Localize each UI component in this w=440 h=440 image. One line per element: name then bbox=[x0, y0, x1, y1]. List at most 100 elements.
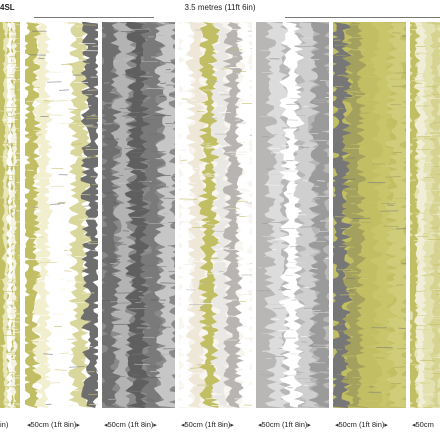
wallpaper-strip-1 bbox=[0, 22, 20, 408]
texture-streak bbox=[427, 323, 440, 325]
stripe-band bbox=[278, 22, 307, 408]
texture-streak bbox=[303, 105, 309, 108]
texture-streak bbox=[400, 357, 406, 359]
texture-streak bbox=[224, 390, 231, 392]
texture-streak bbox=[412, 138, 426, 140]
texture-streak bbox=[16, 384, 20, 385]
texture-streak bbox=[69, 366, 85, 368]
texture-streak bbox=[383, 225, 399, 227]
texture-streak bbox=[376, 247, 391, 249]
texture-streak bbox=[53, 313, 64, 315]
texture-streak bbox=[28, 350, 37, 353]
texture-streak bbox=[1, 257, 13, 259]
texture-streak bbox=[431, 372, 439, 375]
texture-streak bbox=[122, 22, 128, 24]
texture-streak bbox=[160, 82, 167, 84]
wallpaper-strip-7 bbox=[410, 22, 440, 408]
texture-streak bbox=[8, 304, 20, 306]
texture-streak bbox=[10, 321, 20, 323]
arrow-left-icon: ◂ bbox=[104, 422, 108, 429]
texture-streak bbox=[215, 357, 228, 360]
texture-streak bbox=[38, 57, 45, 60]
texture-streak bbox=[344, 96, 351, 99]
total-width-label: 3.5 metres (11ft 6in) bbox=[184, 3, 256, 12]
texture-streak bbox=[136, 30, 148, 32]
texture-streak bbox=[110, 263, 121, 265]
texture-streak bbox=[205, 117, 218, 119]
texture-streak bbox=[103, 82, 110, 84]
texture-streak bbox=[13, 38, 20, 40]
texture-streak bbox=[5, 33, 16, 35]
texture-streak bbox=[132, 28, 150, 30]
texture-streak bbox=[27, 169, 34, 171]
texture-streak bbox=[352, 376, 362, 379]
arrow-right-icon: ▸ bbox=[307, 422, 311, 429]
texture-streak bbox=[108, 234, 114, 237]
texture-streak bbox=[435, 309, 440, 311]
strip-width-label: ◂50cm bbox=[412, 420, 434, 429]
arrow-left-icon: ◂ bbox=[335, 422, 339, 429]
texture-streak bbox=[164, 23, 175, 25]
texture-streak bbox=[120, 115, 137, 117]
texture-streak bbox=[112, 201, 118, 203]
texture-streak bbox=[381, 203, 397, 205]
texture-streak bbox=[424, 349, 433, 352]
texture-streak bbox=[375, 357, 385, 359]
texture-streak bbox=[85, 105, 92, 107]
arrow-left-icon: ◂ bbox=[258, 422, 262, 429]
texture-streak bbox=[138, 224, 147, 227]
texture-streak bbox=[85, 146, 91, 148]
texture-streak bbox=[382, 391, 397, 394]
texture-streak bbox=[272, 307, 285, 309]
texture-streak bbox=[43, 353, 53, 355]
texture-streak bbox=[284, 295, 289, 298]
stripe-band bbox=[153, 22, 175, 408]
texture-streak bbox=[421, 274, 433, 276]
texture-streak bbox=[416, 350, 425, 353]
texture-streak bbox=[206, 145, 219, 147]
arrow-left-icon: ◂ bbox=[27, 422, 31, 429]
arrow-right-icon: ▸ bbox=[384, 422, 388, 429]
texture-streak bbox=[338, 246, 355, 248]
texture-streak bbox=[88, 403, 98, 405]
texture-streak bbox=[137, 181, 150, 183]
texture-streak bbox=[127, 52, 141, 54]
strip-width-label: in) bbox=[0, 420, 9, 429]
texture-streak bbox=[149, 365, 161, 367]
texture-streak bbox=[43, 100, 55, 102]
texture-streak bbox=[9, 232, 16, 234]
texture-streak bbox=[205, 398, 217, 400]
texture-streak bbox=[429, 268, 440, 270]
texture-streak bbox=[386, 242, 397, 244]
texture-streak bbox=[325, 97, 329, 98]
texture-streak bbox=[81, 292, 95, 294]
strip-width-label: ◂50cm (1ft 8in)▸ bbox=[181, 420, 234, 429]
texture-streak bbox=[399, 145, 404, 147]
texture-streak bbox=[226, 315, 236, 317]
texture-streak bbox=[285, 374, 304, 376]
strip-width-label: ◂50cm (1ft 8in)▸ bbox=[258, 420, 311, 429]
texture-streak bbox=[237, 325, 247, 328]
texture-streak bbox=[318, 230, 329, 232]
strip-pattern-4 bbox=[179, 22, 252, 408]
texture-streak bbox=[156, 186, 169, 188]
texture-streak bbox=[361, 221, 372, 224]
texture-streak bbox=[394, 366, 406, 368]
texture-streak bbox=[57, 90, 75, 92]
arrow-right-icon: ▸ bbox=[76, 422, 80, 429]
texture-streak bbox=[428, 133, 440, 136]
stripe-band bbox=[0, 22, 6, 408]
texture-streak bbox=[236, 40, 249, 42]
texture-streak bbox=[423, 233, 435, 235]
texture-streak bbox=[17, 92, 20, 93]
texture-streak bbox=[151, 153, 156, 155]
texture-streak bbox=[4, 273, 15, 275]
texture-streak bbox=[419, 382, 432, 384]
texture-streak bbox=[7, 144, 14, 146]
texture-streak bbox=[340, 228, 350, 230]
texture-streak bbox=[325, 257, 329, 259]
texture-streak bbox=[204, 162, 210, 165]
strip-pattern-6 bbox=[333, 22, 406, 408]
texture-streak bbox=[179, 198, 197, 200]
texture-streak bbox=[364, 315, 377, 317]
